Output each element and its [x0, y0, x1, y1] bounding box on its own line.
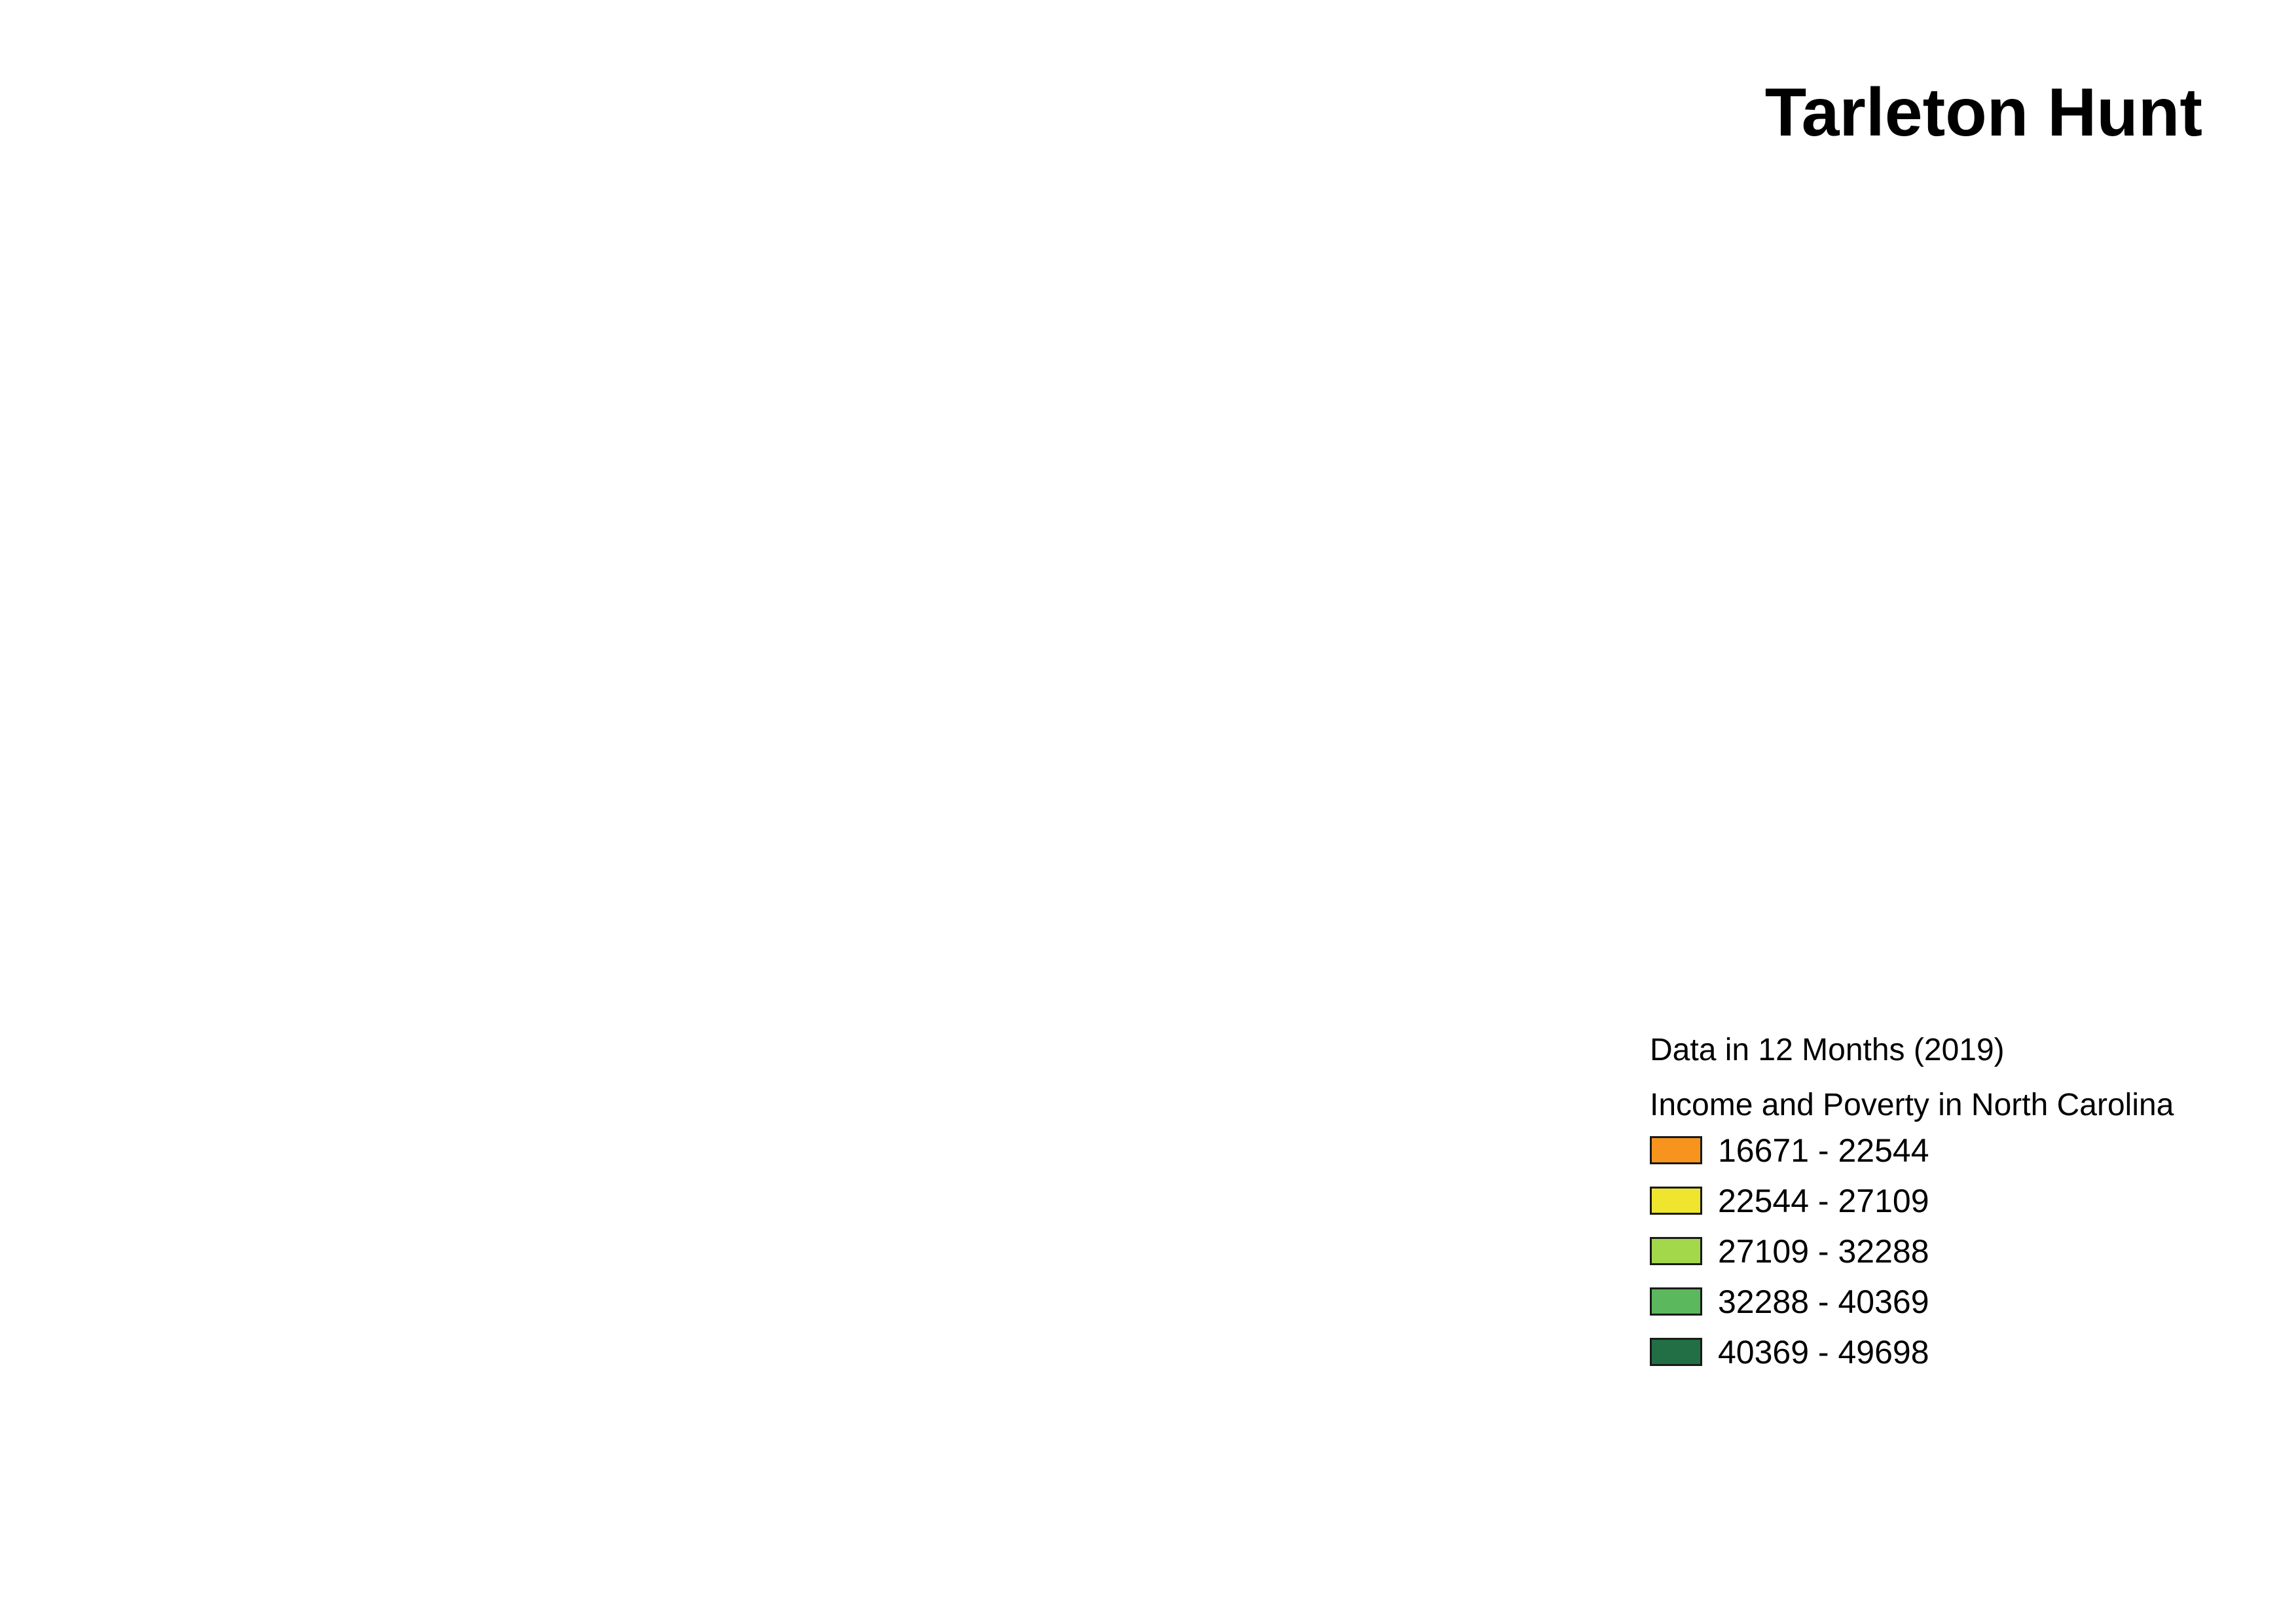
- legend-item: 32288 - 40369: [1650, 1283, 1929, 1338]
- legend-label: 22544 - 27109: [1718, 1183, 1929, 1219]
- legend-swatch: [1650, 1338, 1702, 1366]
- legend: Data in 12 Months (2019) Income and Pove…: [1650, 1028, 2239, 1395]
- legend-item: 40369 - 49698: [1650, 1334, 1929, 1388]
- legend-label: 40369 - 49698: [1718, 1334, 1929, 1371]
- map-title: Tarleton Hunt: [1764, 75, 2202, 151]
- legend-swatch: [1650, 1187, 1702, 1215]
- legend-subtitle: Data in 12 Months (2019): [1650, 1033, 2005, 1067]
- legend-item: 16671 - 22544: [1650, 1132, 1929, 1187]
- map-canvas: [0, 0, 1571, 1624]
- legend-swatch: [1650, 1237, 1702, 1265]
- legend-label: 16671 - 22544: [1718, 1132, 1929, 1169]
- legend-item: 27109 - 32288: [1650, 1233, 1929, 1287]
- legend-title: Income and Poverty in North Carolina: [1650, 1088, 2174, 1122]
- legend-swatch: [1650, 1287, 1702, 1316]
- legend-swatch: [1650, 1136, 1702, 1164]
- legend-list: 16671 - 22544 22544 - 27109 27109 - 3228…: [1650, 1132, 1929, 1388]
- legend-label: 27109 - 32288: [1718, 1233, 1929, 1270]
- legend-label: 32288 - 40369: [1718, 1283, 1929, 1320]
- legend-item: 22544 - 27109: [1650, 1183, 1929, 1237]
